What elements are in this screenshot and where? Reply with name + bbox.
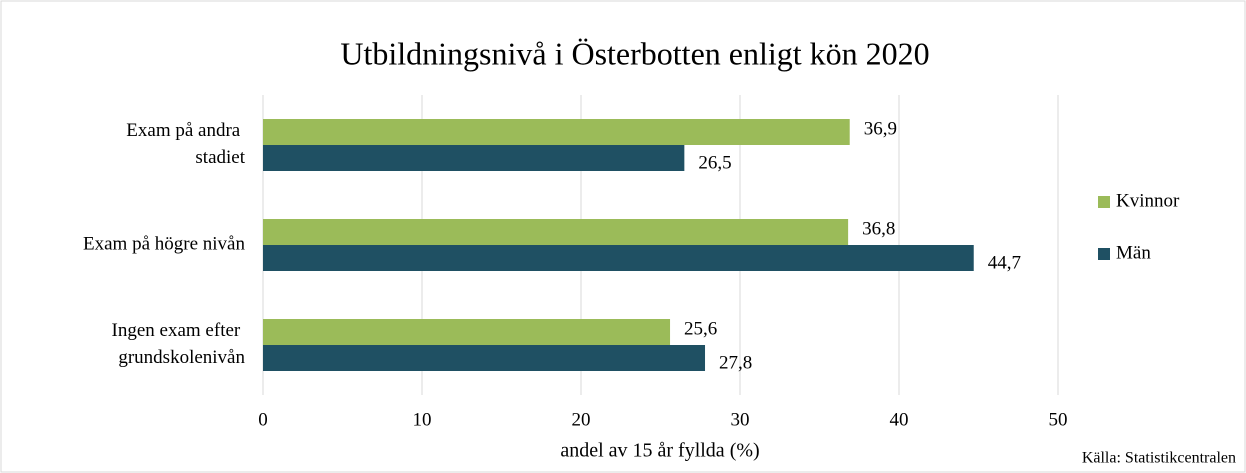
value-label: 36,9	[864, 118, 897, 139]
value-label: 26,5	[698, 152, 731, 173]
x-tick-label: 0	[258, 409, 268, 430]
legend-label: Kvinnor	[1116, 190, 1180, 211]
bar	[263, 319, 671, 345]
y-tick-label-line: Ingen exam efter	[112, 320, 245, 341]
y-tick-label-line: Exam på andra	[126, 120, 245, 141]
x-tick-label: 20	[572, 409, 591, 430]
value-label: 25,6	[684, 318, 717, 339]
x-tick-label: 50	[1049, 409, 1068, 430]
bar	[263, 145, 685, 171]
x-tick-label: 40	[890, 409, 909, 430]
legend-swatch	[1098, 196, 1110, 208]
bar	[263, 219, 849, 245]
x-tick-label: 10	[413, 409, 432, 430]
bar	[263, 345, 706, 371]
bar	[263, 245, 974, 271]
value-label: 36,8	[862, 218, 895, 239]
y-tick-label-line: grundskolenivån	[118, 347, 245, 368]
y-tick-label: Exam på andra stadiet	[126, 120, 245, 168]
chart-title: Utbildningsnivå i Österbotten enligt kön…	[340, 35, 929, 71]
x-axis-label: andel av 15 år fyllda (%)	[560, 440, 759, 462]
legend-swatch	[1098, 248, 1110, 260]
source: Källa: Statistikcentralen	[1082, 450, 1236, 467]
y-tick-label: Exam på högre nivån	[83, 233, 245, 254]
y-tick-label: Ingen exam efter grundskolenivån	[112, 320, 246, 368]
value-label: 44,7	[988, 252, 1021, 273]
value-label: 27,8	[719, 352, 752, 373]
y-tick-label-line: stadiet	[195, 147, 245, 168]
x-tick-label: 30	[731, 409, 750, 430]
bar	[263, 119, 850, 145]
legend-label: Män	[1116, 242, 1151, 263]
